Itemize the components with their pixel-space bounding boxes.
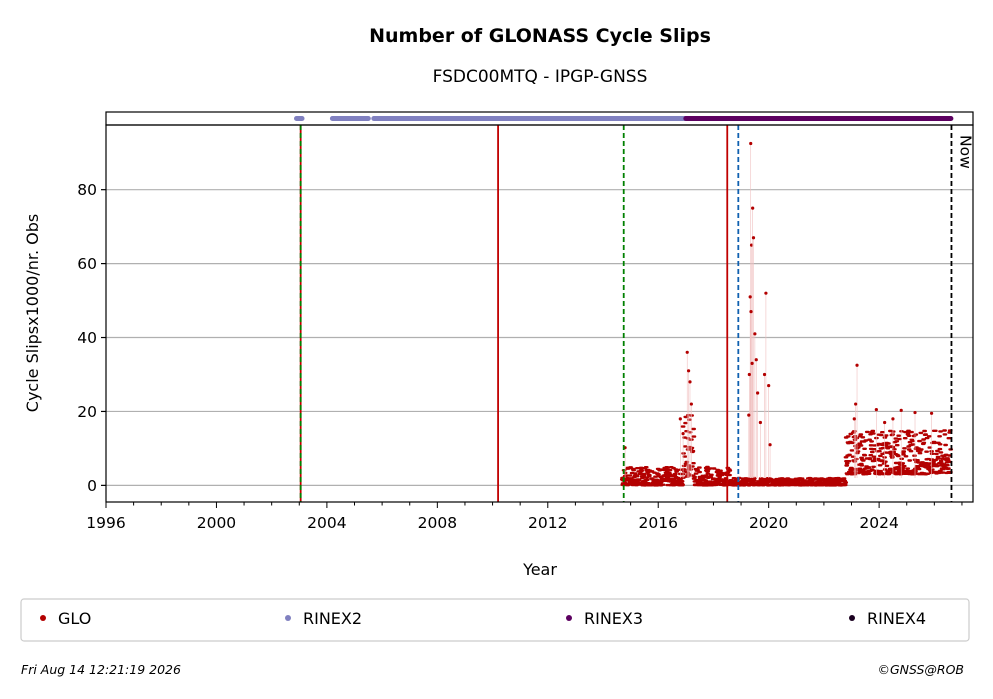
legend-label-rinex4: RINEX4 xyxy=(867,609,926,628)
legend-label-rinex3: RINEX3 xyxy=(584,609,643,628)
glo-point xyxy=(749,243,754,247)
glo-point xyxy=(883,420,887,425)
x-tick-label: 2024 xyxy=(859,514,898,532)
x-tick-label: 1996 xyxy=(86,514,125,532)
y-tick-label: 60 xyxy=(77,255,97,273)
chart-title: Number of GLONASS Cycle Slips xyxy=(369,25,711,47)
legend-items: GLO RINEX2 RINEX3 RINEX4 xyxy=(40,609,926,628)
glo-point xyxy=(747,372,751,377)
chart-subtitle: FSDC00MTQ - IPGP-GNSS xyxy=(433,67,648,87)
events-layer: Now xyxy=(299,125,974,502)
y-axis-label: Cycle Slipsx1000/nr. Obs xyxy=(23,214,42,412)
glo-point xyxy=(753,332,757,336)
glo-point xyxy=(685,350,689,354)
glo-point xyxy=(749,310,753,314)
glo-point xyxy=(751,206,755,210)
points-layer xyxy=(619,141,954,487)
glo-point xyxy=(913,410,917,415)
legend-marker-rinex2 xyxy=(285,615,291,621)
glo-point xyxy=(855,363,859,367)
glo-point xyxy=(854,402,858,406)
x-tick-label: 2016 xyxy=(639,514,678,532)
glo-point xyxy=(768,443,772,447)
x-tick-label: 2008 xyxy=(418,514,457,532)
grid-layer xyxy=(106,189,973,486)
glo-point xyxy=(751,236,756,240)
glo-point xyxy=(687,369,691,373)
glo-point xyxy=(754,358,758,362)
glo-point xyxy=(762,372,767,377)
glo-point xyxy=(891,417,895,421)
plot-frame xyxy=(105,124,974,503)
x-axis-label: Year xyxy=(522,560,557,579)
glo-point xyxy=(747,413,751,417)
glo-point xyxy=(688,380,692,384)
x-tick-label: 2004 xyxy=(307,514,346,532)
y-tick-label: 0 xyxy=(87,477,97,495)
legend-label-glo: GLO xyxy=(58,609,91,628)
glo-points-baseline xyxy=(619,414,954,487)
glo-point xyxy=(681,432,685,436)
glo-point xyxy=(758,420,762,425)
x-axis: 1996 2000 2004 2008 2012 2016 2020 2024 xyxy=(86,502,963,532)
x-tick-label: 2000 xyxy=(197,514,236,532)
glo-point xyxy=(852,417,856,421)
glo-point xyxy=(678,417,682,421)
now-label: Now xyxy=(956,135,974,169)
y-tick-label: 40 xyxy=(77,329,97,347)
y-tick-label: 80 xyxy=(77,181,97,199)
legend-marker-glo xyxy=(40,615,46,621)
legend xyxy=(20,598,970,642)
glo-point xyxy=(749,141,753,146)
footer-credit: ©GNSS@ROB xyxy=(877,662,964,677)
glo-point xyxy=(689,402,693,406)
glo-point xyxy=(874,407,878,412)
legend-marker-rinex4 xyxy=(849,615,855,621)
glo-point xyxy=(929,411,934,415)
glo-point xyxy=(899,408,903,412)
footer-timestamp: Fri Aug 14 12:21:19 2026 xyxy=(21,662,181,677)
x-tick-label: 2020 xyxy=(749,514,788,532)
glo-point xyxy=(764,291,768,295)
glo-point xyxy=(767,383,771,388)
y-tick-label: 20 xyxy=(77,403,97,421)
glo-point xyxy=(756,391,760,395)
legend-marker-rinex3 xyxy=(566,615,572,621)
y-axis: 0 20 40 60 80 xyxy=(77,181,106,495)
glo-point xyxy=(750,361,754,365)
legend-label-rinex2: RINEX2 xyxy=(303,609,362,628)
x-tick-label: 2012 xyxy=(528,514,567,532)
glo-point xyxy=(748,295,752,299)
